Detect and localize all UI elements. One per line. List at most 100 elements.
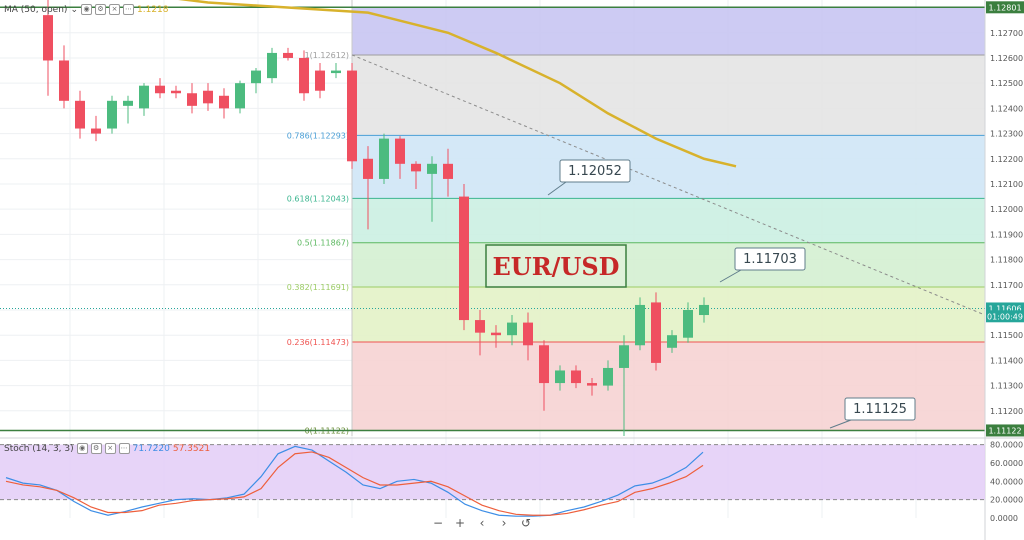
candle-body bbox=[43, 15, 53, 61]
stoch-band bbox=[0, 444, 985, 500]
stoch-indicator-label[interactable]: Stoch (14, 3, 3) bbox=[4, 443, 74, 454]
price-tick-label: 1.11800 bbox=[990, 256, 1023, 265]
candle-body bbox=[667, 335, 677, 348]
candle-body bbox=[427, 163, 437, 174]
candle-body bbox=[491, 332, 501, 336]
reset-icon[interactable]: ↺ bbox=[520, 516, 532, 530]
price-tag-label: 1.11606 bbox=[988, 304, 1021, 313]
price-tick-label: 1.12700 bbox=[990, 29, 1023, 38]
callout-label: 1.11125 bbox=[853, 402, 907, 417]
price-tick-label: 1.11400 bbox=[990, 356, 1023, 365]
price-tick-label: 1.11300 bbox=[990, 382, 1023, 391]
candle-body bbox=[267, 52, 277, 79]
ma-value: 1.1218 bbox=[137, 4, 169, 15]
candle-body bbox=[299, 57, 309, 94]
candle-body bbox=[651, 302, 661, 363]
candle-body bbox=[555, 370, 565, 384]
zoom-out-icon[interactable]: − bbox=[432, 516, 444, 530]
close-icon[interactable]: × bbox=[109, 4, 120, 15]
dropdown-chevron-icon[interactable]: ⌄ bbox=[70, 4, 78, 15]
candle-body bbox=[571, 370, 581, 384]
trend-line bbox=[351, 54, 986, 316]
candle-body bbox=[459, 196, 469, 321]
more-icon[interactable]: ⋯ bbox=[123, 4, 134, 15]
more-icon[interactable]: ⋯ bbox=[118, 443, 130, 454]
main-legend: MA (50, open) ⌄ ◉ ⚙ × ⋯ 1.1218 bbox=[4, 4, 169, 15]
fib-level-label: 0.618(1.12043) bbox=[287, 194, 349, 203]
stoch-d-value: 57.3521 bbox=[172, 443, 211, 454]
candle-body bbox=[603, 367, 613, 386]
zoom-in-icon[interactable]: + bbox=[454, 516, 466, 530]
candle-body bbox=[75, 100, 85, 129]
price-tick-label: 1.11200 bbox=[990, 407, 1023, 416]
stoch-tick-label: 80.0000 bbox=[990, 441, 1023, 450]
candle-body bbox=[171, 90, 181, 94]
price-tick-label: 1.12600 bbox=[990, 54, 1023, 63]
candle-body bbox=[59, 60, 69, 101]
price-tag-label: 01:00:49 bbox=[987, 312, 1023, 321]
scroll-right-icon[interactable]: › bbox=[501, 516, 507, 530]
stoch-k-value: 71.7220 bbox=[132, 443, 170, 454]
candle-body bbox=[379, 138, 389, 179]
chart-navigation-toolbar: − + ‹ › ↺ bbox=[430, 516, 534, 530]
settings-icon[interactable]: ⚙ bbox=[90, 443, 102, 454]
candle-body bbox=[155, 85, 165, 94]
stoch-tick-label: 0.0000 bbox=[990, 514, 1018, 523]
ma-indicator-label[interactable]: MA (50, open) bbox=[4, 4, 68, 15]
eye-icon[interactable]: ◉ bbox=[81, 4, 92, 15]
price-tag-label: 1.11122 bbox=[988, 426, 1021, 435]
callout-pointer bbox=[719, 269, 742, 283]
candle-body bbox=[315, 70, 325, 91]
fib-level-label: 0.382(1.11691) bbox=[287, 283, 349, 292]
fib-zone bbox=[352, 54, 985, 136]
stoch-legend: Stoch (14, 3, 3) ◉ ⚙ × ⋯ 71.7220 57.3521 bbox=[4, 443, 210, 454]
price-tag bbox=[986, 1, 1024, 14]
fib-zone bbox=[352, 287, 985, 342]
candle-body bbox=[331, 70, 341, 74]
fib-zone bbox=[352, 198, 985, 243]
candle-body bbox=[283, 52, 293, 58]
price-tick-label: 1.12100 bbox=[990, 180, 1023, 189]
candle-body bbox=[619, 345, 629, 368]
price-tick-label: 1.12200 bbox=[990, 155, 1023, 164]
fib-level-label: 1(1.12612) bbox=[305, 51, 349, 60]
callout-box bbox=[559, 159, 631, 183]
candle-body bbox=[507, 322, 517, 336]
candle-body bbox=[91, 128, 101, 134]
callout-label: 1.12052 bbox=[568, 164, 622, 179]
candle-body bbox=[587, 383, 597, 386]
close-icon[interactable]: × bbox=[104, 443, 116, 454]
price-tag bbox=[986, 310, 1024, 323]
candle-body bbox=[523, 322, 533, 346]
callout-pointer bbox=[829, 419, 852, 429]
title-box bbox=[485, 244, 627, 288]
stoch-tick-label: 20.0000 bbox=[990, 496, 1023, 505]
candle-body bbox=[443, 163, 453, 179]
stoch-series-line bbox=[5, 451, 704, 516]
price-tick-label: 1.12000 bbox=[990, 205, 1023, 214]
candle-body bbox=[539, 345, 549, 384]
candle-body bbox=[363, 158, 373, 179]
price-tick-label: 1.12300 bbox=[990, 130, 1023, 139]
callout-box bbox=[734, 247, 806, 271]
settings-icon[interactable]: ⚙ bbox=[95, 4, 106, 15]
stoch-tick-label: 40.0000 bbox=[990, 477, 1023, 486]
price-tag-label: 1.12801 bbox=[988, 3, 1021, 12]
candle-body bbox=[683, 309, 693, 338]
eye-icon[interactable]: ◉ bbox=[76, 443, 88, 454]
price-axis-background bbox=[985, 0, 1024, 540]
candle-body bbox=[187, 93, 197, 106]
price-tick-label: 1.11500 bbox=[990, 331, 1023, 340]
candle-body bbox=[411, 163, 421, 172]
price-tick-label: 1.12500 bbox=[990, 79, 1023, 88]
scroll-left-icon[interactable]: ‹ bbox=[479, 516, 485, 530]
price-tick-label: 1.11700 bbox=[990, 281, 1023, 290]
fib-level-label: 0.236(1.11473) bbox=[287, 338, 349, 347]
candle-body bbox=[235, 83, 245, 109]
price-tag bbox=[986, 424, 1024, 437]
callout-box bbox=[844, 397, 916, 421]
candle-body bbox=[699, 304, 709, 316]
candle-body bbox=[635, 304, 645, 346]
candle-body bbox=[107, 100, 117, 129]
